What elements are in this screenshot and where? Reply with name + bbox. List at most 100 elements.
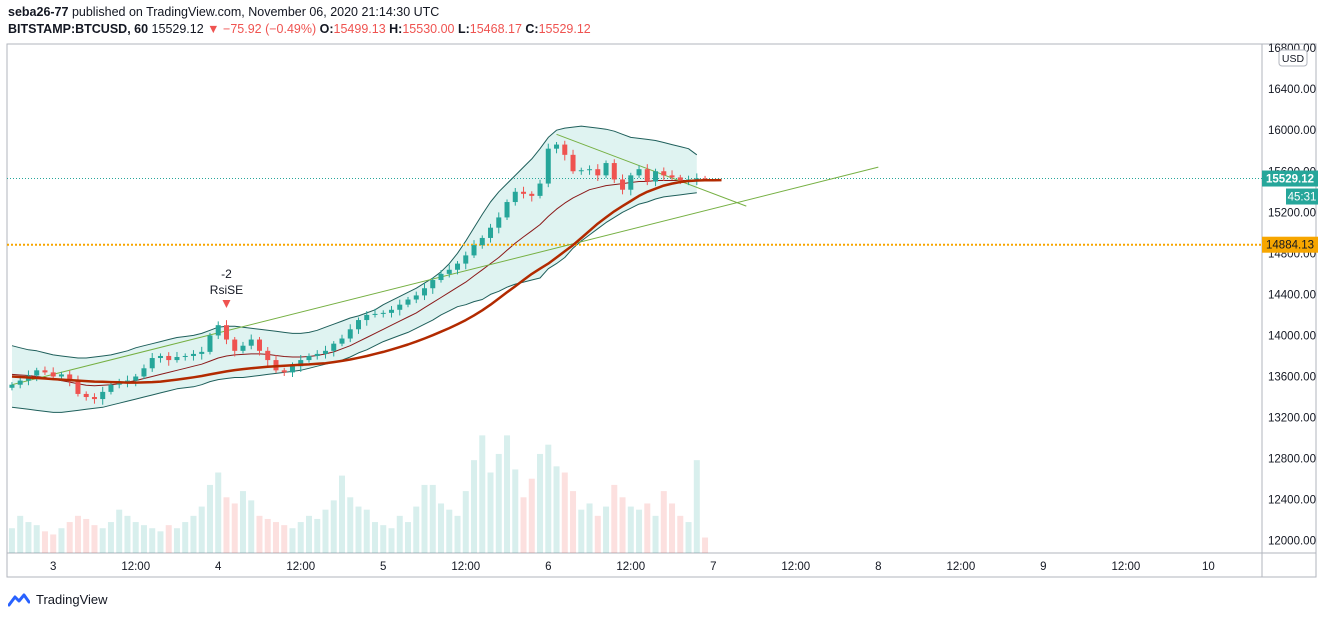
candle-body bbox=[471, 245, 477, 256]
volume-bar bbox=[578, 509, 585, 553]
candle-body bbox=[223, 325, 229, 340]
volume-bar bbox=[355, 506, 362, 553]
volume-bar bbox=[25, 522, 32, 553]
volume-bar bbox=[487, 472, 494, 553]
volume-bar bbox=[363, 509, 370, 553]
volume-bar bbox=[91, 525, 98, 553]
candle-body bbox=[669, 175, 675, 178]
volume-bar bbox=[322, 509, 329, 553]
candle-body bbox=[496, 217, 502, 228]
candle-body bbox=[306, 355, 312, 361]
level-price-label: 14884.13 bbox=[1266, 240, 1314, 252]
volume-bar bbox=[528, 478, 535, 553]
candle-body bbox=[100, 391, 106, 400]
candle-body bbox=[91, 397, 97, 400]
volume-bar bbox=[124, 515, 131, 553]
price-tick-label: 15200.00 bbox=[1268, 207, 1316, 219]
volume-bar bbox=[421, 484, 428, 553]
volume-bar bbox=[553, 466, 560, 553]
open-value: 15499.13 bbox=[333, 22, 386, 36]
volume-bar bbox=[99, 528, 106, 553]
time-tick-label: 7 bbox=[710, 561, 716, 573]
volume-bar bbox=[438, 503, 445, 553]
candle-body bbox=[455, 263, 461, 270]
candle-body bbox=[347, 329, 353, 339]
time-tick-label: 12:00 bbox=[286, 561, 315, 573]
volume-bar bbox=[330, 500, 337, 553]
candle-body bbox=[215, 325, 221, 336]
time-tick-label: 5 bbox=[380, 561, 386, 573]
candle-body bbox=[322, 350, 328, 354]
publish-line: seba26-77 published on TradingView.com, … bbox=[8, 5, 439, 19]
bollinger-upper-line bbox=[11, 125, 698, 359]
volume-bar bbox=[248, 500, 255, 553]
volume-bar bbox=[297, 522, 304, 553]
price-tick-label: 14400.00 bbox=[1268, 289, 1316, 301]
volume-bar bbox=[58, 528, 65, 553]
volume-bar bbox=[677, 515, 684, 553]
close-value: 15529.12 bbox=[538, 22, 591, 36]
bollinger-lower-line bbox=[11, 192, 697, 413]
author-name[interactable]: seba26-77 bbox=[8, 5, 69, 19]
candle-body bbox=[413, 295, 419, 300]
symbol-line: BITSTAMP:BTCUSD, 60 15529.12 ▼ −75.92 (−… bbox=[8, 22, 591, 36]
time-tick-label: 9 bbox=[1040, 561, 1046, 573]
low-label: L: bbox=[457, 22, 470, 36]
price-tick-label: 12000.00 bbox=[1268, 536, 1316, 548]
candle-body bbox=[34, 370, 40, 376]
volume-bar bbox=[281, 525, 288, 553]
price-tick-label: 16400.00 bbox=[1268, 84, 1316, 96]
candle-body bbox=[42, 370, 48, 373]
volume-bar bbox=[561, 472, 568, 553]
price-tick-label: 12800.00 bbox=[1268, 454, 1316, 466]
price-tick-label: 16000.00 bbox=[1268, 125, 1316, 137]
candle-body bbox=[108, 384, 114, 392]
time-tick-label: 10 bbox=[1202, 561, 1215, 573]
volume-bar bbox=[289, 528, 296, 553]
candle-body bbox=[620, 179, 626, 190]
candle-body bbox=[628, 175, 634, 190]
candle-body bbox=[372, 313, 378, 315]
volume-bar bbox=[272, 522, 279, 553]
time-tick-label: 12:00 bbox=[121, 561, 150, 573]
open-label: O: bbox=[319, 22, 334, 36]
signal-annotation-label: -2 bbox=[221, 267, 232, 281]
candle-body bbox=[570, 154, 576, 172]
volume-bar bbox=[83, 518, 90, 553]
volume-bar bbox=[603, 506, 610, 553]
candle-body bbox=[636, 169, 642, 176]
volume-bar bbox=[454, 515, 461, 553]
volume-bar bbox=[149, 528, 156, 553]
volume-bar bbox=[372, 522, 379, 553]
volume-bar bbox=[41, 531, 48, 553]
signal-annotation-label: RsiSE bbox=[210, 283, 243, 297]
volume-bar bbox=[702, 537, 709, 553]
volume-bar bbox=[215, 472, 222, 553]
footer-brand[interactable]: TradingView bbox=[8, 592, 108, 607]
volume-bar bbox=[50, 534, 57, 553]
candle-body bbox=[702, 178, 708, 180]
bar-timer-label: 45:31 bbox=[1288, 192, 1317, 204]
last-price-badge bbox=[1262, 170, 1318, 187]
candle-body bbox=[182, 355, 188, 357]
volume-bar bbox=[132, 522, 139, 553]
volume-bar bbox=[520, 497, 527, 553]
volume-bar bbox=[190, 515, 197, 553]
candle-body bbox=[355, 320, 361, 330]
candle-body bbox=[339, 338, 345, 344]
volume-bar bbox=[652, 515, 659, 553]
volume-bar bbox=[594, 515, 601, 553]
candle-body bbox=[529, 193, 535, 196]
volume-bar bbox=[66, 522, 73, 553]
candle-body bbox=[207, 335, 213, 352]
volume-bar bbox=[33, 525, 40, 553]
candle-body bbox=[149, 358, 155, 369]
volume-bar bbox=[660, 491, 667, 553]
volume-bar bbox=[305, 515, 312, 553]
candle-body bbox=[537, 183, 543, 196]
candle-body bbox=[364, 314, 370, 321]
high-label: H: bbox=[389, 22, 403, 36]
symbol-name: BITSTAMP:BTCUSD, 60 bbox=[8, 22, 149, 36]
candle-body bbox=[83, 393, 89, 398]
